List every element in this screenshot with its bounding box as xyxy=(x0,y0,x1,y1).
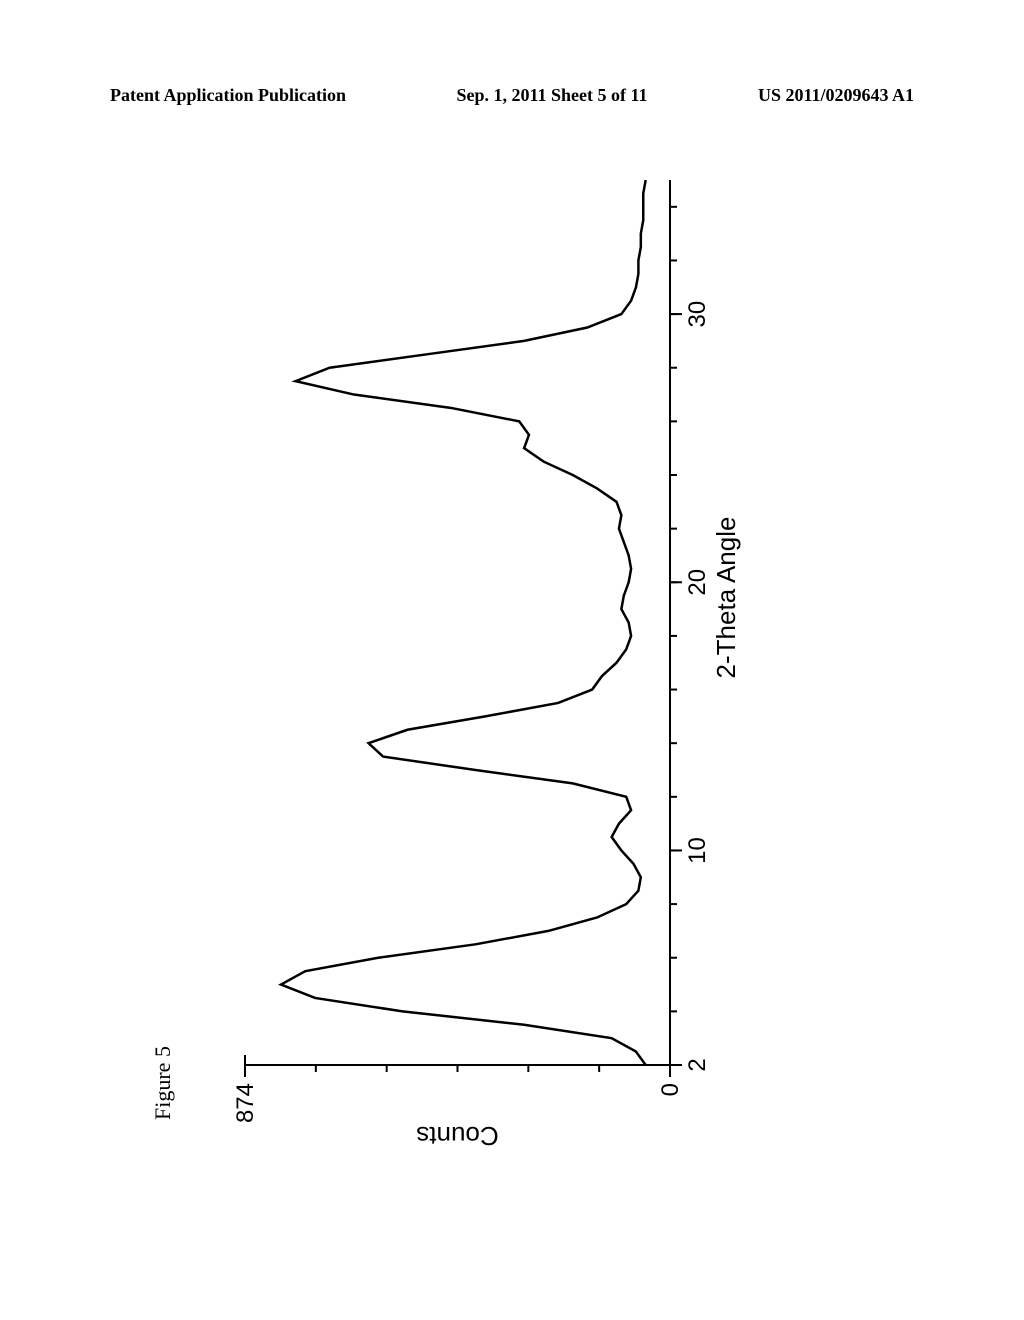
svg-text:2: 2 xyxy=(684,1058,711,1071)
xrd-chart: 0 874 Counts 2 10 20 30 2-Theta Angle xyxy=(220,160,770,1160)
svg-text:874: 874 xyxy=(232,1083,259,1123)
svg-text:30: 30 xyxy=(684,301,711,328)
page-header: Patent Application Publication Sep. 1, 2… xyxy=(0,85,1024,106)
header-center: Sep. 1, 2011 Sheet 5 of 11 xyxy=(456,85,647,106)
svg-text:20: 20 xyxy=(684,569,711,596)
figure-label: Figure 5 xyxy=(150,1046,176,1120)
svg-text:0: 0 xyxy=(657,1083,684,1096)
header-right: US 2011/0209643 A1 xyxy=(758,85,914,106)
header-left: Patent Application Publication xyxy=(110,85,346,106)
svg-text:10: 10 xyxy=(684,837,711,864)
chart-svg: 0 874 Counts 2 10 20 30 2-Theta Angle xyxy=(220,160,770,1160)
svg-text:2-Theta Angle: 2-Theta Angle xyxy=(711,517,741,679)
svg-text:Counts: Counts xyxy=(416,1121,498,1151)
